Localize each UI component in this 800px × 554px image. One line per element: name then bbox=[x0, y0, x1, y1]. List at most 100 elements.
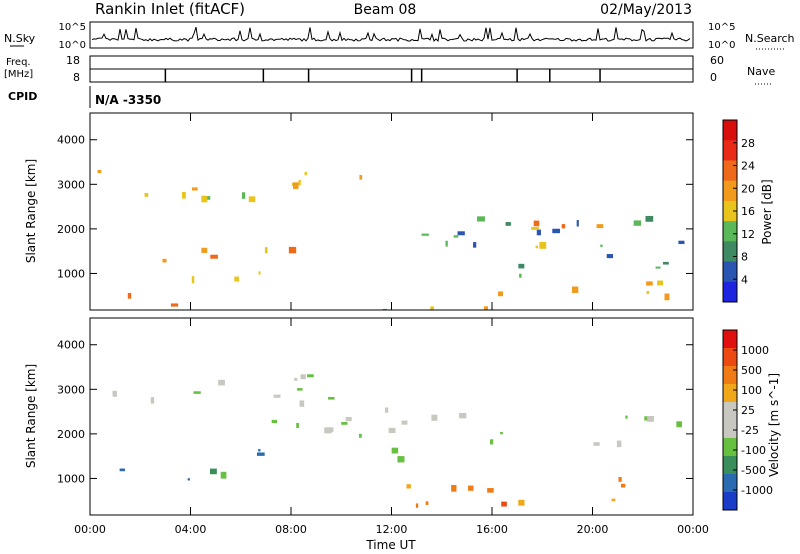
power-echo-cell bbox=[606, 254, 614, 259]
power-colorbar-band bbox=[723, 200, 737, 222]
velocity-echo-cell bbox=[388, 427, 396, 433]
velocity-echo-cell bbox=[397, 456, 405, 463]
velocity-colorbar-band bbox=[723, 348, 737, 367]
power-echo-cell bbox=[191, 276, 195, 284]
power-echo-cell bbox=[678, 240, 685, 245]
velocity-colorbar-band bbox=[723, 474, 737, 493]
power-echo-cell bbox=[561, 224, 566, 229]
time-tick-label: 12:00 bbox=[376, 523, 408, 536]
power-echo-cell bbox=[646, 281, 653, 286]
velocity-echo-cell bbox=[193, 391, 201, 394]
velocity-echo-cell bbox=[273, 394, 281, 398]
velocity-echo-cell bbox=[425, 501, 429, 505]
power-echo-cell bbox=[633, 220, 642, 226]
power-echo-cell bbox=[182, 191, 186, 199]
power-echo-cell bbox=[127, 292, 132, 299]
nsearch-label: N.Search bbox=[745, 32, 795, 45]
velocity-colorbar-tick-label: 25 bbox=[741, 404, 755, 417]
power-echo-cell bbox=[210, 254, 218, 259]
power-echo-cell bbox=[483, 306, 488, 310]
velocity-echo-cell bbox=[300, 374, 306, 380]
nsky-right-tick-low: 10^0 bbox=[708, 40, 735, 51]
velocity-colorbar-band bbox=[723, 456, 737, 475]
power-colorbar-band bbox=[723, 281, 737, 303]
velocity-echo-cell bbox=[616, 440, 622, 448]
velocity-colorbar-frame bbox=[722, 329, 738, 511]
velocity-echo-cell bbox=[119, 468, 125, 472]
velocity-colorbar-band bbox=[723, 402, 737, 421]
velocity-echo-cell bbox=[385, 407, 389, 413]
time-tick-label: 20:00 bbox=[577, 523, 609, 536]
power-echo-cell bbox=[571, 286, 579, 293]
power-echo-cell bbox=[445, 240, 448, 247]
velocity-ytick-label: 1000 bbox=[57, 472, 85, 485]
velocity-echo-cell bbox=[647, 415, 654, 422]
velocity-echo-cell bbox=[406, 484, 411, 489]
power-echo-cell bbox=[655, 266, 661, 269]
power-colorbar-tick-label: 24 bbox=[741, 160, 755, 173]
nsky-right-tick-high: 10^5 bbox=[708, 22, 735, 33]
power-colorbar-band bbox=[723, 140, 737, 161]
power-echo-cell bbox=[657, 280, 664, 286]
power-echo-layer bbox=[97, 170, 685, 310]
velocity-colorbar: 1000 500 100 25 -25 -100 -500 -1000 bbox=[722, 329, 773, 511]
velocity-echo-cell bbox=[112, 390, 117, 397]
power-echo-cell bbox=[258, 271, 261, 275]
velocity-echo-cell bbox=[341, 422, 348, 425]
beam-title: Beam 08 bbox=[354, 2, 417, 18]
velocity-echo-cell bbox=[611, 498, 616, 502]
velocity-echo-cell bbox=[500, 431, 503, 435]
power-echo-cell bbox=[531, 226, 539, 230]
velocity-echo-cell bbox=[391, 447, 399, 454]
nsky-left-tick-high: 10^5 bbox=[59, 22, 86, 33]
power-echo-cell bbox=[505, 222, 511, 226]
power-echo-cell bbox=[662, 261, 669, 265]
power-ytick-label: 1000 bbox=[57, 267, 85, 280]
velocity-echo-cell bbox=[258, 449, 261, 452]
power-echo-cell bbox=[533, 220, 540, 227]
velocity-colorbar-tick-label: -25 bbox=[741, 424, 759, 437]
velocity-echo-cell bbox=[593, 442, 600, 446]
power-colorbar-band bbox=[723, 120, 737, 141]
power-ytick-label: 3000 bbox=[57, 178, 85, 191]
time-tick-label: 08:00 bbox=[275, 523, 307, 536]
nsky-panel-frame bbox=[89, 21, 694, 49]
velocity-colorbar-band bbox=[723, 384, 737, 403]
power-echo-cell bbox=[304, 171, 307, 176]
power-echo-cell bbox=[201, 247, 208, 253]
freq-right-tick-low: 0 bbox=[710, 71, 717, 84]
nave-spikes bbox=[164, 69, 601, 82]
nsky-left-tick-low: 10^0 bbox=[59, 40, 86, 51]
velocity-ytick-label: 3000 bbox=[57, 383, 85, 396]
velocity-colorbar-tick-label: -100 bbox=[741, 444, 766, 457]
velocity-echo-cell bbox=[328, 396, 335, 400]
velocity-axes: 1000 2000 3000 4000 bbox=[57, 318, 694, 515]
velocity-echo-cell bbox=[299, 400, 305, 407]
power-echo-cell bbox=[170, 303, 179, 307]
time-axis: 00:00 04:00 08:00 12:00 16:00 20:00 00:00 bbox=[74, 523, 709, 536]
velocity-echo-cell bbox=[501, 501, 507, 507]
time-tick-label: 16:00 bbox=[476, 523, 508, 536]
velocity-echo-cell bbox=[296, 422, 299, 429]
power-ylabel: Slant Range [km] bbox=[24, 159, 38, 263]
power-echo-cell bbox=[664, 293, 670, 301]
power-echo-cell bbox=[430, 306, 434, 310]
power-echo-cell bbox=[473, 242, 477, 248]
power-echo-cell bbox=[646, 290, 650, 295]
freq-left-tick-high: 18 bbox=[66, 54, 80, 67]
freq-label-line1: Freq. bbox=[6, 57, 31, 68]
power-echo-cell bbox=[264, 247, 268, 254]
power-echo-cell bbox=[645, 215, 654, 222]
velocity-colorbar-band bbox=[723, 492, 737, 511]
power-colorbar-band bbox=[723, 261, 737, 283]
nave-label: Nave bbox=[747, 65, 775, 78]
power-echo-cell bbox=[457, 231, 465, 236]
velocity-colorbar-label-text: Velocity [m s^-1] bbox=[767, 373, 781, 477]
power-echo-cell bbox=[359, 175, 363, 180]
velocity-echo-cell bbox=[676, 421, 682, 428]
power-echo-cell bbox=[476, 216, 485, 222]
power-colorbar: 4 8 12 16 20 24 28 bbox=[722, 119, 755, 303]
velocity-echo-cell bbox=[468, 485, 474, 491]
power-colorbar-label: Power [dB] bbox=[760, 179, 774, 244]
